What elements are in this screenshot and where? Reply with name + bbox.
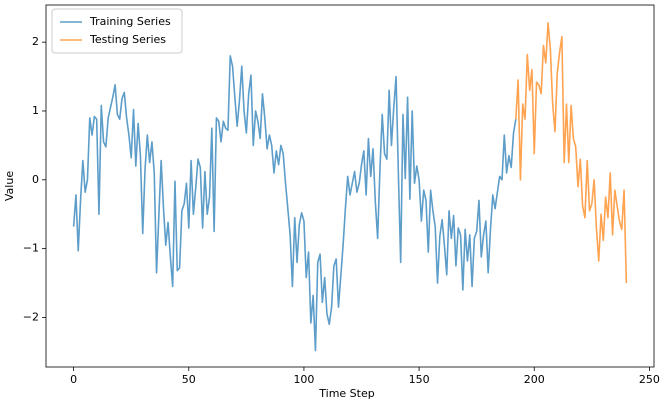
y-axis-label: Value	[3, 171, 16, 201]
series-line	[515, 22, 628, 284]
y-tick-label: −1	[23, 242, 39, 255]
x-tick-label: 250	[639, 373, 660, 386]
plot-frame	[45, 4, 655, 368]
x-tick-label: 150	[409, 373, 430, 386]
legend-label: Training Series	[89, 15, 171, 28]
x-tick-label: 200	[524, 373, 545, 386]
x-tick-label: 100	[293, 373, 314, 386]
y-tick-label: −2	[23, 310, 39, 323]
legend-box	[51, 8, 183, 54]
x-tick-label: 0	[70, 373, 77, 386]
series-line	[72, 55, 517, 352]
legend-label: Testing Series	[89, 33, 166, 46]
y-tick-label: 1	[32, 104, 39, 117]
legend: Training Series Testing Series	[51, 8, 183, 54]
x-tick-label: 50	[182, 373, 196, 386]
x-axis-label: Time Step	[318, 387, 374, 400]
y-tick-label: 2	[32, 35, 39, 48]
y-tick-label: 0	[32, 173, 39, 186]
